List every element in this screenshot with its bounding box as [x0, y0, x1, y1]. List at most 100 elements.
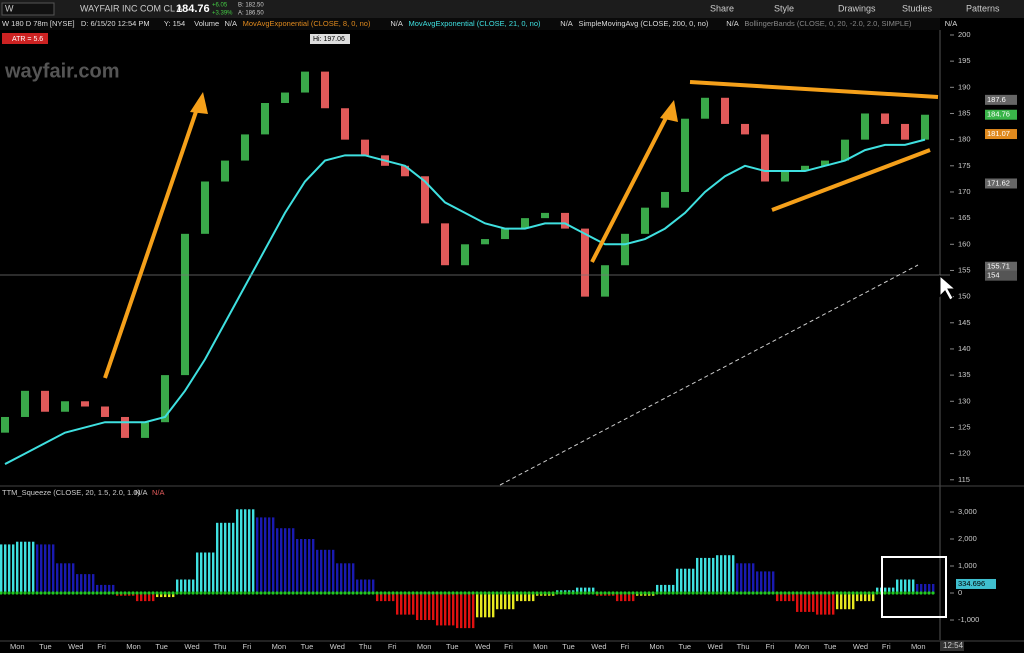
legend-item: SimpleMovingAvg (CLOSE, 200, 0, no) [578, 19, 708, 28]
price-label: 154 [987, 271, 1000, 280]
legend-item: Volume [194, 19, 219, 28]
squeeze-dot [43, 591, 47, 595]
squeeze-dot [307, 591, 311, 595]
squeeze-dot [299, 591, 303, 595]
histogram-bar [580, 587, 583, 594]
histogram-bar [200, 552, 203, 594]
histogram-bar [624, 593, 627, 602]
histogram-bar [488, 593, 491, 618]
toolbar [0, 0, 1024, 18]
squeeze-dot [427, 591, 431, 595]
histogram-bar [256, 517, 259, 594]
x-tick-label: Fri [504, 642, 513, 651]
histogram-bar [696, 557, 699, 594]
histogram-bar [932, 583, 935, 594]
squeeze-dot [515, 591, 519, 595]
squeeze-dot [359, 591, 363, 595]
toolbar-button[interactable]: Patterns [966, 3, 1000, 13]
legend-item: N/A [390, 19, 403, 28]
x-tick-label: Wed [184, 642, 199, 651]
histogram-bar [592, 587, 595, 594]
y-tick-label: 125 [958, 422, 971, 431]
histogram-bar [260, 517, 263, 594]
histogram-bar [504, 593, 507, 610]
squeeze-dot [591, 591, 595, 595]
squeeze-dot [479, 591, 483, 595]
histogram-bar [212, 552, 215, 594]
squeeze-dot [659, 591, 663, 595]
squeeze-dot [563, 591, 567, 595]
histogram-bar [816, 593, 819, 615]
candle [821, 160, 829, 166]
toolbar-button[interactable]: Share [710, 3, 734, 13]
histogram-bar [656, 584, 659, 594]
ema21 [4, 138, 926, 465]
histogram-bar [388, 593, 391, 602]
squeeze-dot [199, 591, 203, 595]
squeeze-dot [567, 591, 571, 595]
squeeze-dot [351, 591, 355, 595]
change: +6.05 [212, 3, 228, 9]
candle [21, 390, 29, 417]
x-tick-label: Fri [620, 642, 629, 651]
histogram-bar [776, 593, 779, 602]
symbol-box[interactable] [1, 2, 55, 16]
candle [61, 401, 69, 412]
histogram-bar [264, 517, 267, 594]
toolbar-button[interactable]: Studies [902, 3, 933, 13]
squeeze-dot [683, 591, 687, 595]
squeeze-dot [807, 591, 811, 595]
histogram-bar [684, 568, 687, 594]
squeeze-dot [323, 591, 327, 595]
squeeze-dot [919, 591, 923, 595]
histogram-bar [244, 509, 247, 594]
sma200 [499, 264, 919, 486]
squeeze-dot [15, 591, 19, 595]
histogram-bar [812, 593, 815, 612]
histogram-bar [924, 583, 927, 594]
histogram-bar [108, 584, 111, 594]
squeeze-dot [131, 591, 135, 595]
squeeze-dot [647, 591, 651, 595]
candle [861, 113, 869, 140]
y-tick-label: 120 [958, 449, 971, 458]
squeeze-dot [287, 591, 291, 595]
histogram-bar [800, 593, 803, 612]
toolbar-button[interactable]: Style [774, 3, 794, 13]
squeeze-dot [255, 591, 259, 595]
histogram-bar [796, 593, 799, 612]
y-tick-label: 145 [958, 318, 971, 327]
price-label: 187.6 [987, 95, 1006, 104]
histogram-bar [396, 593, 399, 615]
price-label-box [985, 129, 1017, 140]
histogram-bar [284, 528, 287, 594]
histogram-bar [692, 568, 695, 594]
histogram-bar [280, 528, 283, 594]
toolbar-button[interactable]: Drawings [838, 3, 876, 13]
candle [341, 108, 349, 140]
squeeze-dot [59, 591, 63, 595]
y-tick-label: 200 [958, 30, 971, 39]
squeeze-dot [839, 591, 843, 595]
squeeze-dot [491, 591, 495, 595]
histogram-bar [508, 593, 511, 610]
squeeze-dot [315, 591, 319, 595]
histogram-bar [100, 584, 103, 594]
ask: A: 186.50 [238, 11, 264, 17]
squeeze-dot [815, 591, 819, 595]
histogram-bar [360, 579, 363, 594]
histogram-bar [336, 563, 339, 594]
y-tick-label: 115 [958, 475, 970, 484]
histogram-bar [908, 579, 911, 594]
squeeze-dot [103, 591, 107, 595]
histogram-bar [872, 593, 875, 602]
squeeze-dot [223, 591, 227, 595]
legend-item: N/A [560, 19, 573, 28]
price-label: 181.07 [987, 129, 1010, 138]
squeeze-dot [747, 591, 751, 595]
candle [781, 171, 789, 182]
squeeze-dot [467, 591, 471, 595]
squeeze-dot [175, 591, 179, 595]
squeeze-dot [687, 591, 691, 595]
squeeze-dot [539, 591, 543, 595]
